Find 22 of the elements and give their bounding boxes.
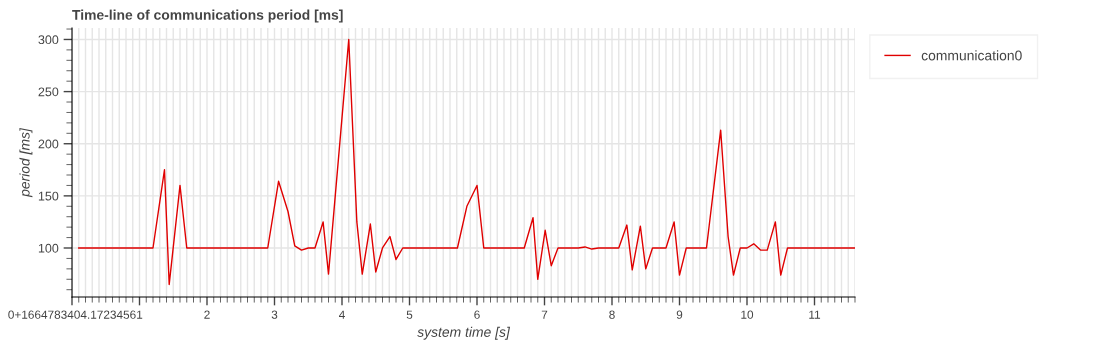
x-tick-label: 9: [676, 310, 683, 319]
y-tick-label: 100: [38, 243, 59, 253]
x-tick-label: 3: [271, 310, 278, 319]
line-series: [78, 38, 855, 286]
y-tick-label: 250: [38, 87, 59, 97]
y-tick-label: 200: [38, 139, 59, 149]
x-tick-label: 1: [137, 310, 143, 319]
y-tick-label: 300: [38, 35, 59, 45]
x-axis-title: system time [s]: [417, 326, 511, 340]
x-tick-label: 4: [338, 310, 345, 319]
chart-title: Time-line of communications period [ms]: [72, 9, 343, 23]
x-tick-label: 10: [741, 310, 754, 319]
x-tick-label: 0+1664783404.1723456: [8, 310, 136, 319]
x-tick-label: 11: [809, 310, 821, 319]
x-tick-label: 8: [609, 310, 615, 319]
x-tick-label: 7: [541, 310, 548, 319]
x-tick-label: 2: [204, 310, 210, 319]
x-tick-label: 5: [406, 310, 413, 319]
y-axis-title: period [ms]: [19, 127, 33, 198]
y-tick-label: 150: [38, 191, 59, 201]
legend-label: communication0: [921, 50, 1022, 61]
x-tick-label: 6: [474, 310, 480, 319]
